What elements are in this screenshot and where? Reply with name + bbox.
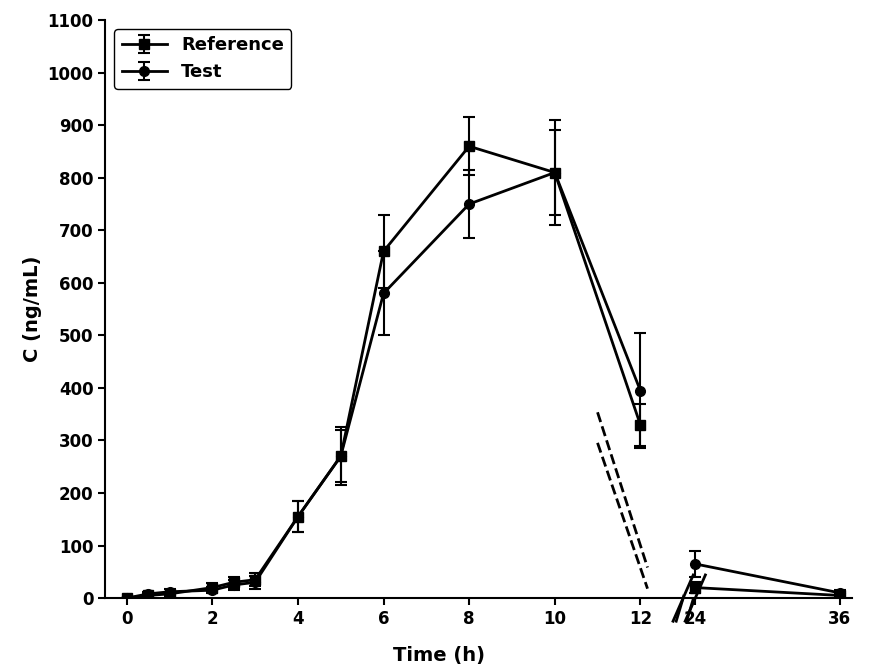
Text: Time (h): Time (h) (393, 646, 484, 665)
Y-axis label: C (ng/mL): C (ng/mL) (23, 256, 42, 362)
Legend: Reference, Test: Reference, Test (114, 29, 291, 89)
